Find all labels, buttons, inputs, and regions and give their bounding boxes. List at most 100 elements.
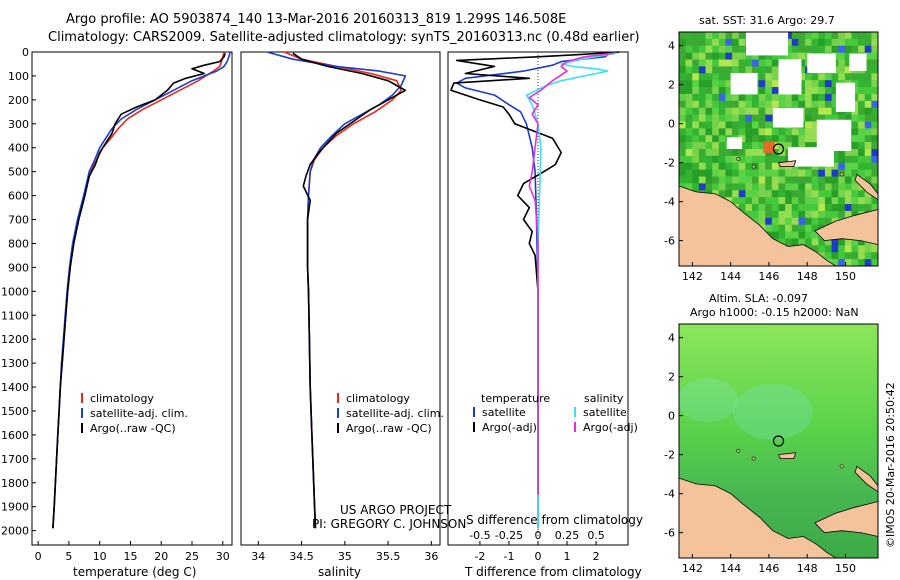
temp-xtick-label: 30 (216, 550, 230, 563)
sst-cell (771, 142, 780, 150)
sst-cell (751, 93, 760, 102)
sst-cell (838, 59, 846, 68)
sst-cell (679, 38, 687, 47)
sst-cell (698, 169, 707, 178)
sst-cell (698, 114, 707, 123)
sst-cell (811, 121, 819, 129)
sst-cell (758, 183, 766, 191)
sst-cell (778, 210, 786, 219)
sla-land-new-ireland (854, 465, 878, 493)
sst-cell (824, 183, 833, 191)
sst-cell (818, 73, 826, 81)
sst-cell (738, 100, 746, 109)
sst-cell (765, 169, 773, 178)
sst-cell (851, 32, 859, 40)
sst-cell (811, 107, 819, 116)
sst-cell (864, 32, 872, 40)
sst-cell (818, 45, 826, 54)
sst-cell (745, 121, 753, 129)
sst-cell (864, 176, 872, 185)
sst-cell (718, 169, 727, 178)
sst-cell (679, 32, 687, 40)
sst-cell (698, 183, 707, 191)
sst-cell (858, 114, 866, 123)
sst-cell (745, 100, 753, 109)
sst-cell (871, 149, 878, 157)
sst-cell (838, 114, 846, 123)
sst-cell (871, 66, 878, 74)
sst-cell (831, 155, 839, 164)
diff-s-xtick-label: 0.25 (555, 529, 580, 542)
sst-cell (838, 190, 846, 198)
sst-cell (818, 183, 826, 191)
sal-frame (240, 51, 441, 546)
sst-cell (805, 121, 813, 129)
sal-legend-label: climatology (346, 392, 410, 405)
sst-cell (844, 66, 853, 74)
sst-cell (765, 80, 773, 88)
sst-cell (871, 197, 878, 205)
temp-ytick-label: 1600 (1, 429, 29, 442)
sst-cell (851, 183, 859, 191)
sst-cell (732, 190, 740, 198)
sst-cell (698, 45, 707, 54)
sst-cell (838, 197, 846, 205)
sst-cell (738, 169, 746, 178)
temp-legend-label: satellite-adj. clim. (90, 407, 188, 420)
sst-cell (844, 176, 853, 185)
sst-cell (851, 149, 859, 157)
sst-cell (692, 59, 700, 68)
sst-cell (712, 107, 720, 116)
sst-cell (738, 155, 746, 164)
sst-cell (692, 121, 700, 129)
sst-cell (705, 142, 713, 150)
sst-cell (698, 38, 707, 47)
sst-cell (725, 114, 733, 123)
sst-cell (685, 128, 693, 136)
sst-cell (851, 210, 859, 219)
sst-cell (844, 245, 853, 253)
sst-cell (811, 135, 819, 143)
sst-cell (698, 59, 707, 68)
sst-cell (844, 73, 853, 81)
temp-ytick-label: 1800 (1, 477, 29, 490)
sst-cell (725, 66, 733, 74)
sst-cell (751, 107, 760, 116)
sst-cell (798, 183, 806, 191)
sst-cell (698, 128, 707, 136)
sst-cell (738, 204, 746, 212)
sst-xtick-label: 144 (720, 270, 741, 283)
sst-cell (831, 80, 839, 88)
sst-cell (765, 121, 773, 129)
sst-cell (778, 169, 786, 178)
sst-cell (791, 38, 799, 47)
sst-cell (844, 183, 853, 191)
sst-cell (751, 183, 760, 191)
sst-cell (811, 114, 819, 123)
sst-xtick-label: 150 (835, 270, 856, 283)
sst-cell (712, 59, 720, 68)
sst-cell (791, 45, 799, 54)
diff-line-t-satellite (455, 52, 612, 529)
sst-cell (844, 197, 853, 205)
diff-t-xtick-label: -1 (503, 550, 514, 563)
sst-cell (765, 93, 773, 102)
sst-cell (824, 176, 833, 185)
sst-cell (871, 121, 878, 129)
sst-cell (805, 38, 813, 47)
sst-cell (679, 80, 687, 88)
sst-cell (844, 114, 853, 123)
temp-ytick-label: 1700 (1, 453, 29, 466)
temp-ytick-label: 600 (8, 190, 29, 203)
sst-cell (751, 210, 760, 219)
sst-cell (732, 52, 740, 61)
sst-cell (758, 155, 766, 164)
sst-cell (831, 252, 839, 260)
sst-cell (864, 59, 872, 68)
sst-cell (831, 149, 839, 157)
sst-cell (844, 190, 853, 198)
sst-cell (871, 52, 878, 61)
sst-cell (685, 121, 693, 129)
sst-cell (851, 38, 859, 47)
